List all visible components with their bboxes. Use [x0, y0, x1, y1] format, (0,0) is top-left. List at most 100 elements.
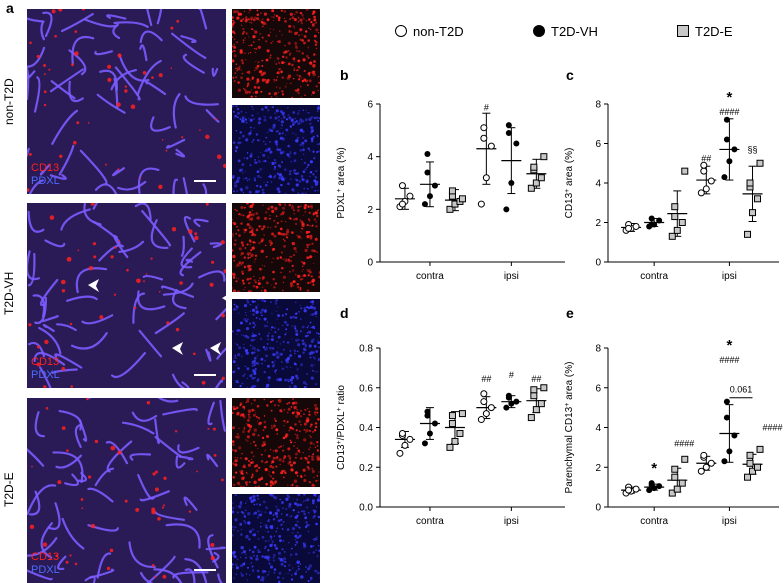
legend-item-non-t2d: non-T2D [395, 24, 464, 39]
chart-b: b 0 2 4 6 contra ipsi PDXL+ area (%) # [336, 67, 565, 282]
data-point [487, 404, 495, 412]
y-axis-label: CD13+ area (%) [564, 148, 576, 219]
data-point [401, 441, 409, 449]
micrograph-pdxl-channel [232, 299, 320, 388]
data-point [723, 116, 730, 123]
data-point [477, 416, 485, 424]
data-point [656, 483, 663, 490]
row-label: T2D-VH [2, 271, 16, 316]
data-point [448, 192, 456, 200]
data-point [448, 187, 456, 195]
data-point [398, 431, 406, 439]
stain-label-pdxl: PDXL [31, 564, 60, 576]
data-point [482, 410, 490, 418]
data-point [530, 163, 538, 171]
data-point [671, 203, 679, 211]
data-point [487, 142, 495, 150]
data-point [424, 408, 431, 415]
chart-c: c 0 2 4 6 8 contra ipsi CD13+ area (%) ## *#### §§ [564, 67, 779, 282]
scale-bar [194, 569, 216, 571]
data-point [448, 412, 456, 420]
data-point [477, 200, 485, 208]
filled-circle-icon [533, 25, 545, 37]
y-tick-label: 6 [595, 383, 601, 394]
data-point [540, 384, 548, 392]
data-point [754, 463, 762, 471]
data-point [448, 420, 456, 428]
data-point [426, 193, 433, 200]
data-point [746, 451, 754, 459]
legend-item-t2d-vh: T2D-VH [533, 24, 598, 39]
data-point [625, 224, 633, 232]
panel-letter: b [340, 67, 349, 83]
data-point [756, 159, 764, 167]
data-point [398, 429, 406, 437]
data-point [622, 226, 630, 234]
data-point [401, 197, 409, 205]
data-point [398, 200, 406, 208]
data-point [537, 174, 545, 182]
data-point [451, 200, 459, 208]
data-point [744, 230, 752, 238]
data-point [681, 455, 689, 463]
data-point [426, 430, 433, 437]
data-point [726, 448, 733, 455]
data-point [446, 443, 454, 451]
x-tick-label: ipsi [504, 516, 519, 527]
data-point [622, 489, 630, 497]
data-point [721, 174, 728, 181]
data-point [508, 400, 515, 407]
y-axis-label: CD13+/PDXL+ ratio [336, 385, 348, 470]
micrograph-cd13-channel [232, 398, 320, 487]
chart-e: e 0 2 4 6 8 contra ipsi Parenchymal CD13+ area (… [564, 305, 783, 527]
data-point [480, 390, 488, 398]
x-tick-label: contra [416, 271, 444, 282]
data-point [678, 219, 686, 226]
data-point [421, 440, 428, 447]
data-point [424, 169, 431, 176]
y-tick-label: 0.4 [359, 423, 373, 434]
open-circle-icon [395, 25, 407, 37]
legend-item-t2d-e: T2D-E [677, 24, 733, 39]
data-point [627, 487, 635, 495]
data-point [754, 195, 762, 203]
y-axis-label: Parenchymal CD13+ area (%) [564, 362, 576, 494]
significance-label: #### [719, 355, 739, 365]
data-point [458, 195, 466, 203]
x-tick-label: contra [416, 516, 444, 527]
data-point [648, 221, 655, 228]
y-tick-label: 8 [595, 344, 601, 355]
data-point [431, 420, 438, 427]
micrograph-cd13-channel [232, 203, 320, 292]
data-point [625, 483, 633, 491]
data-point [398, 182, 406, 190]
data-point [513, 140, 520, 147]
data-point [746, 183, 754, 191]
data-point [530, 392, 538, 400]
significance-label: #### [719, 107, 739, 117]
micrograph-merged: CD13 PDXL [27, 203, 226, 388]
significance-label: ## [701, 153, 711, 163]
data-point [731, 432, 738, 439]
data-point [756, 445, 764, 453]
y-tick-label: 2 [367, 205, 373, 216]
micrograph-merged: CD13 PDXL [27, 9, 226, 194]
stain-label-cd13: CD13 [31, 356, 60, 368]
data-point [681, 167, 689, 175]
significance-label: ## [481, 374, 491, 384]
data-point [673, 226, 681, 234]
y-tick-label: 4 [595, 179, 601, 190]
row-label: non-T2D [2, 77, 16, 125]
significance-label: # [484, 103, 489, 113]
panel-letter: e [566, 305, 574, 321]
data-point [646, 487, 653, 494]
y-tick-label: 2 [595, 463, 601, 474]
data-point [532, 179, 540, 187]
data-point [532, 406, 540, 414]
y-tick-label: 6 [595, 139, 601, 150]
data-point [700, 451, 708, 459]
data-point [648, 480, 655, 487]
data-point [505, 129, 512, 136]
data-point [746, 459, 754, 467]
grey-square-icon [677, 25, 689, 37]
